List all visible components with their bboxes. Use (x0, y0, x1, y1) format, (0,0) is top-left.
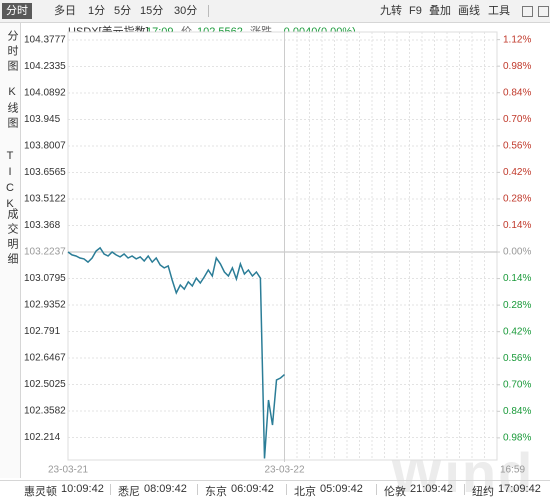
clock-time: 17:09:42 (498, 483, 541, 495)
y2-tick-label: 1.12% (503, 34, 531, 45)
y-tick-label: 103.5122 (24, 194, 66, 205)
tab[interactable]: 分时 (2, 3, 32, 19)
plot-area (67, 31, 498, 461)
clock-city: 北京 (294, 486, 316, 498)
y2-tick-label: 0.84% (503, 87, 531, 98)
tab[interactable]: 1分 (88, 5, 106, 17)
tool-button[interactable]: 叠加 (429, 5, 451, 17)
y2-tick-label: 0.98% (503, 61, 531, 72)
y2-tick-label: 0.28% (503, 300, 531, 311)
tool-button[interactable]: F9 (409, 5, 422, 17)
side-tab[interactable]: K线图 (6, 86, 18, 132)
separator (110, 484, 111, 495)
y2-tick-label: 0.84% (503, 406, 531, 417)
y2-tick-label: 0.28% (503, 194, 531, 205)
y-tick-label: 104.2335 (24, 61, 66, 72)
y-tick-label: 102.9352 (24, 300, 66, 311)
y2-tick-label: 0.00% (503, 247, 531, 258)
y2-tick-label: 0.14% (503, 273, 531, 284)
x-tick-label: 23-03-21 (48, 465, 88, 476)
y-tick-label: 104.3777 (24, 35, 66, 46)
clock-city: 伦敦 (384, 486, 406, 498)
clock-city: 惠灵顿 (24, 486, 57, 498)
price-line (67, 246, 285, 459)
clock-city: 悉尼 (118, 486, 140, 498)
side-tab[interactable]: TICK (4, 150, 16, 214)
chart: 104.3777 104.2335 104.0892 103.945 103.8007 1… (24, 31, 531, 476)
clock-time: 08:09:42 (144, 483, 187, 495)
y-tick-label: 103.2237 (24, 247, 66, 258)
y-tick-label: 104.0892 (24, 88, 66, 99)
separator (286, 484, 287, 495)
tab[interactable]: 多日 (54, 5, 76, 17)
y2-tick-label: 0.42% (503, 167, 531, 178)
y-tick-label: 102.6467 (24, 353, 66, 364)
y-tick-label: 102.214 (24, 432, 61, 443)
side-tab[interactable]: 成交明细 (6, 208, 18, 268)
x-tick-label: 23-03-22 (264, 465, 304, 476)
y-tick-label: 102.3582 (24, 406, 66, 417)
x-end-label: 16:59 (500, 465, 525, 476)
y2-tick-label: 0.70% (503, 114, 531, 125)
tab[interactable]: 30分 (174, 5, 198, 17)
tool-button[interactable]: 画线 (458, 5, 480, 17)
separator (464, 484, 465, 495)
y-tick-label: 103.8007 (24, 141, 66, 152)
clock-time: 10:09:42 (61, 483, 104, 495)
tool-button[interactable]: 九转 (380, 5, 402, 17)
y-tick-label: 103.368 (24, 220, 61, 231)
side-tab[interactable]: 分时图 (6, 30, 18, 75)
y2-tick-label: 0.56% (503, 140, 531, 151)
icon[interactable] (522, 6, 533, 17)
separator (376, 484, 377, 495)
toolbar (0, 0, 550, 23)
y-tick-label: 102.5025 (24, 379, 66, 390)
tab[interactable]: 15分 (140, 5, 164, 17)
clock-bar (0, 480, 550, 498)
y-tick-label: 103.6565 (24, 167, 66, 178)
icon (208, 5, 209, 17)
separator (197, 484, 198, 495)
clock-time: 21:09:42 (410, 483, 453, 495)
y2-tick-label: 0.98% (503, 433, 531, 444)
clock-time: 05:09:42 (320, 483, 363, 495)
y-tick-label: 103.945 (24, 114, 61, 125)
clock-city: 东京 (205, 486, 227, 498)
icon[interactable] (538, 6, 549, 17)
clock-city: 纽约 (472, 486, 494, 498)
y-tick-label: 103.0795 (24, 273, 66, 284)
y2-tick-label: 0.70% (503, 379, 531, 390)
y-tick-label: 102.791 (24, 326, 61, 337)
tab[interactable]: 5分 (114, 5, 132, 17)
clock-time: 06:09:42 (231, 483, 274, 495)
y2-tick-label: 0.14% (503, 220, 531, 231)
y2-tick-label: 0.56% (503, 353, 531, 364)
sidebar (0, 23, 21, 478)
y2-tick-label: 0.42% (503, 326, 531, 337)
tool-button[interactable]: 工具 (488, 5, 510, 17)
